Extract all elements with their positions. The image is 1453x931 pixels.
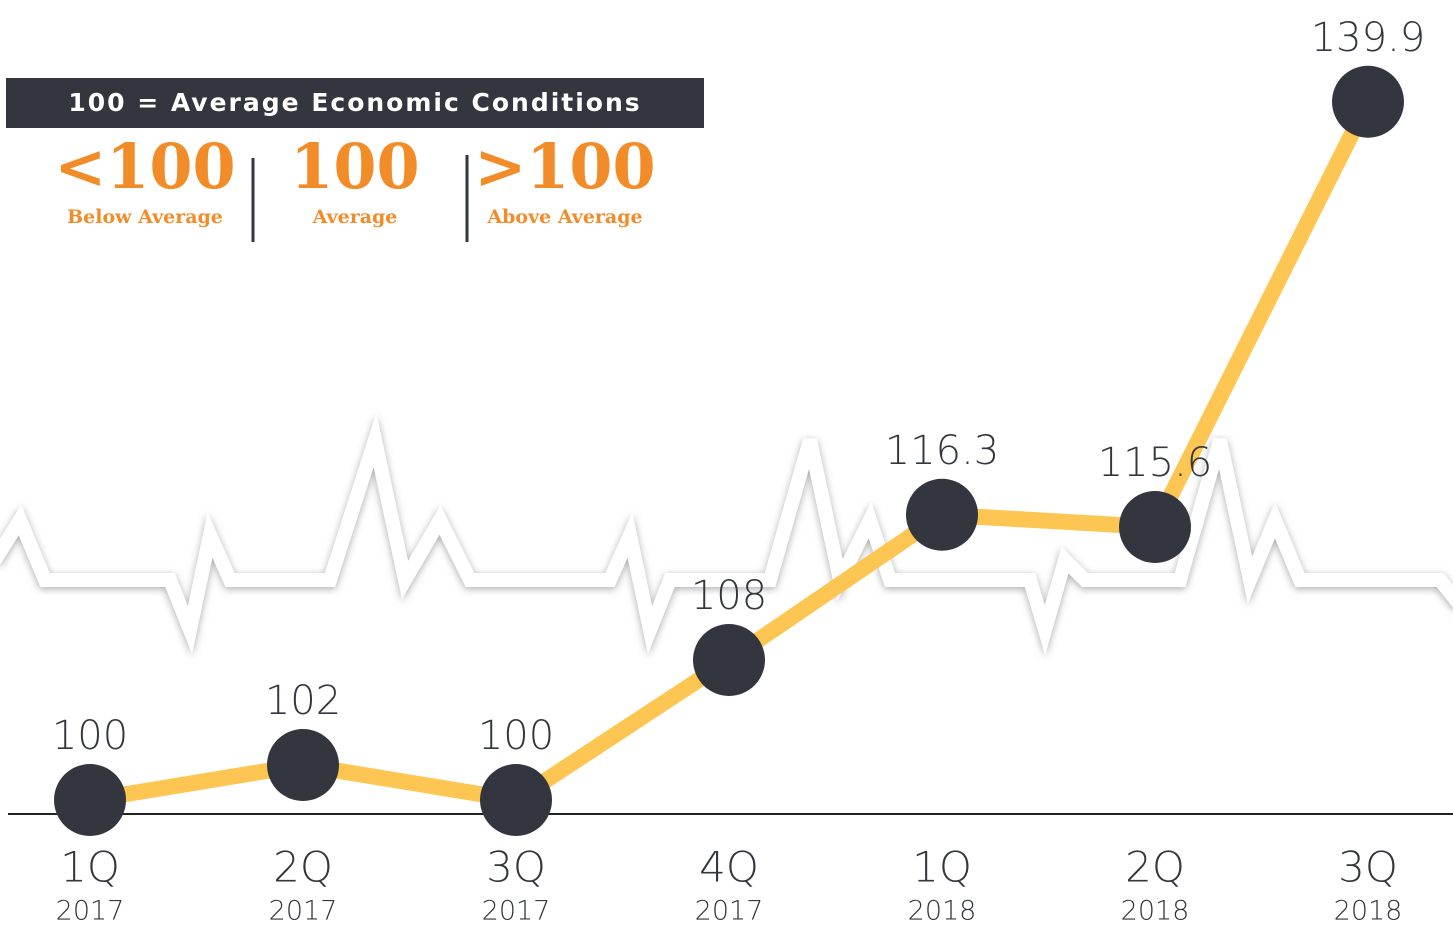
x-tick-year: 2017 xyxy=(56,896,125,927)
key-value: 100 xyxy=(290,130,419,203)
data-label: 108 xyxy=(691,573,767,619)
chart: 100 = Average Economic Conditions <100 B… xyxy=(0,0,1453,931)
x-tick-year: 2018 xyxy=(1334,896,1403,927)
point-marker xyxy=(1332,66,1404,138)
point-marker xyxy=(693,624,765,696)
key-title: 100 = Average Economic Conditions xyxy=(68,88,641,117)
data-label: 116.3 xyxy=(885,428,1000,474)
data-label: 139.9 xyxy=(1311,15,1426,61)
x-tick-year: 2018 xyxy=(1121,896,1190,927)
x-tick-year: 2018 xyxy=(908,896,977,927)
x-tick-label: 2Q xyxy=(1125,843,1185,892)
x-tick-label: 3Q xyxy=(1338,843,1398,892)
x-tick-year: 2017 xyxy=(695,896,764,927)
point-marker xyxy=(1119,491,1191,563)
data-label: 100 xyxy=(478,713,554,759)
point-marker xyxy=(54,764,126,836)
point-marker xyxy=(267,729,339,801)
x-tick-label: 1Q xyxy=(912,843,972,892)
x-tick-label: 4Q xyxy=(699,843,759,892)
key-label: Below Average xyxy=(67,206,223,228)
key-value: >100 xyxy=(474,130,655,203)
x-tick-year: 2017 xyxy=(269,896,338,927)
key-label: Above Average xyxy=(486,206,642,228)
data-label: 100 xyxy=(52,713,128,759)
x-tick-label: 1Q xyxy=(60,843,120,892)
x-tick-year: 2017 xyxy=(482,896,551,927)
x-tick-label: 3Q xyxy=(486,843,546,892)
point-marker xyxy=(906,479,978,551)
key-label: Average xyxy=(312,206,398,228)
key-value: <100 xyxy=(54,130,235,203)
data-label: 115.6 xyxy=(1098,440,1213,486)
x-tick-label: 2Q xyxy=(273,843,333,892)
data-label: 102 xyxy=(265,678,341,724)
point-marker xyxy=(480,764,552,836)
